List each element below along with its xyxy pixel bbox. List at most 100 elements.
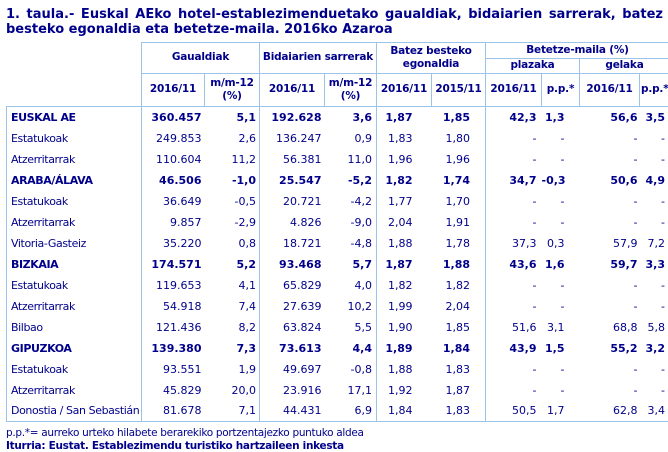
value-cell: 93.468 [260, 254, 325, 275]
value-cell: -2,9 [205, 212, 260, 233]
value-cell: - [542, 212, 580, 233]
value-cell: 63.824 [260, 317, 325, 338]
row-label: Vitoria-Gasteiz [7, 233, 142, 254]
value-cell: -1,0 [205, 170, 260, 191]
value-cell: 1,87 [432, 380, 486, 401]
value-cell: 3,5 [640, 107, 668, 128]
value-cell: 8,2 [205, 317, 260, 338]
row-label: Estatukoak [7, 191, 142, 212]
corner-cell [7, 43, 142, 107]
value-cell: - [542, 275, 580, 296]
value-cell: 2,6 [205, 128, 260, 149]
value-cell: - [580, 359, 640, 380]
value-cell: 1,88 [432, 254, 486, 275]
value-cell: 1,7 [542, 401, 580, 422]
value-cell: 249.853 [142, 128, 205, 149]
value-cell: 27.639 [260, 296, 325, 317]
value-cell: 1,90 [377, 317, 432, 338]
value-cell: 1,3 [542, 107, 580, 128]
value-cell: -4,2 [325, 191, 377, 212]
col-header: 2016/11 [142, 74, 205, 107]
value-cell: -0,3 [542, 170, 580, 191]
value-cell: 57,9 [580, 233, 640, 254]
value-cell: 55,2 [580, 338, 640, 359]
statistics-table: Gaualdiak Bidaiarien sarrerak Batez best… [6, 42, 668, 422]
value-cell: 110.604 [142, 149, 205, 170]
value-cell: 4,4 [325, 338, 377, 359]
value-cell: 1,5 [542, 338, 580, 359]
value-cell: - [580, 275, 640, 296]
value-cell: 1,88 [377, 359, 432, 380]
value-cell: 20.721 [260, 191, 325, 212]
value-cell: - [542, 359, 580, 380]
value-cell: - [580, 212, 640, 233]
value-cell: 37,3 [486, 233, 542, 254]
group-header-gaualdiak: Gaualdiak [142, 43, 260, 74]
value-cell: - [542, 128, 580, 149]
value-cell: 4,1 [205, 275, 260, 296]
value-cell: - [640, 359, 668, 380]
value-cell: 1,87 [377, 107, 432, 128]
source-line: Iturria: Eustat. Establezimendu turistik… [6, 440, 663, 452]
table-title: 1. taula.- Euskal AEko hotel-establezime… [6, 7, 663, 37]
col-header: m/m-12 (%) [325, 74, 377, 107]
value-cell: - [580, 296, 640, 317]
value-cell: - [580, 191, 640, 212]
value-cell: 45.829 [142, 380, 205, 401]
row-label: ARABA/ÁLAVA [7, 170, 142, 191]
value-cell: 7,4 [205, 296, 260, 317]
value-cell: 0,8 [205, 233, 260, 254]
value-cell: 3,3 [640, 254, 668, 275]
group-header-batez-besteko-egonaldia: Batez besteko egonaldia [377, 43, 486, 74]
value-cell: 5,1 [205, 107, 260, 128]
value-cell: 1,82 [432, 275, 486, 296]
value-cell: 4,0 [325, 275, 377, 296]
footnote: p.p.*= aurreko urteko hilabete berarekik… [6, 427, 663, 439]
value-cell: - [640, 275, 668, 296]
value-cell: 9.857 [142, 212, 205, 233]
value-cell: 1,84 [432, 338, 486, 359]
value-cell: 10,2 [325, 296, 377, 317]
row-label: Estatukoak [7, 359, 142, 380]
value-cell: 121.436 [142, 317, 205, 338]
value-cell: 51,6 [486, 317, 542, 338]
value-cell: 81.678 [142, 401, 205, 422]
subgroup-header-gelaka: gelaka [580, 59, 668, 74]
group-header-bidaiarien-sarrerak: Bidaiarien sarrerak [260, 43, 377, 74]
value-cell: - [542, 149, 580, 170]
value-cell: 1,89 [377, 338, 432, 359]
value-cell: 42,3 [486, 107, 542, 128]
value-cell: - [486, 275, 542, 296]
value-cell: -0,8 [325, 359, 377, 380]
value-cell: 1,92 [377, 380, 432, 401]
value-cell: 1,99 [377, 296, 432, 317]
value-cell: 119.653 [142, 275, 205, 296]
value-cell: 1,88 [377, 233, 432, 254]
value-cell: - [640, 191, 668, 212]
value-cell: 3,6 [325, 107, 377, 128]
value-cell: - [640, 380, 668, 401]
value-cell: - [486, 212, 542, 233]
value-cell: 43,6 [486, 254, 542, 275]
value-cell: 17,1 [325, 380, 377, 401]
value-cell: 43,9 [486, 338, 542, 359]
row-label: Bilbao [7, 317, 142, 338]
value-cell: 174.571 [142, 254, 205, 275]
value-cell: 20,0 [205, 380, 260, 401]
value-cell: 1,85 [432, 317, 486, 338]
col-header: m/m-12 (%) [205, 74, 260, 107]
value-cell: 73.613 [260, 338, 325, 359]
value-cell: 50,5 [486, 401, 542, 422]
value-cell: 1,87 [377, 254, 432, 275]
value-cell: 1,82 [377, 275, 432, 296]
value-cell: 1,85 [432, 107, 486, 128]
value-cell: 65.829 [260, 275, 325, 296]
value-cell: 1,84 [377, 401, 432, 422]
value-cell: - [640, 296, 668, 317]
value-cell: 139.380 [142, 338, 205, 359]
